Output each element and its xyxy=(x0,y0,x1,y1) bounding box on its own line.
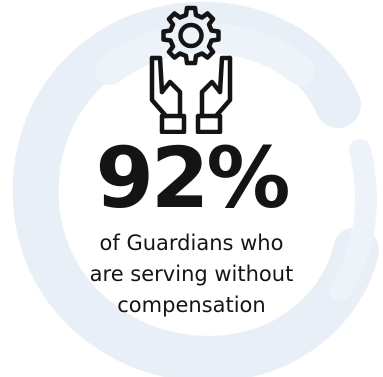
caption-line-3: compensation xyxy=(117,293,266,317)
caption-line-1: of Guardians who xyxy=(99,231,284,255)
stat-caption: of Guardians who are serving without com… xyxy=(0,228,383,321)
caption-line-2: are serving without xyxy=(89,262,294,286)
stat-value: 92% xyxy=(95,129,290,227)
hands-holding-gear-icon xyxy=(149,5,233,134)
